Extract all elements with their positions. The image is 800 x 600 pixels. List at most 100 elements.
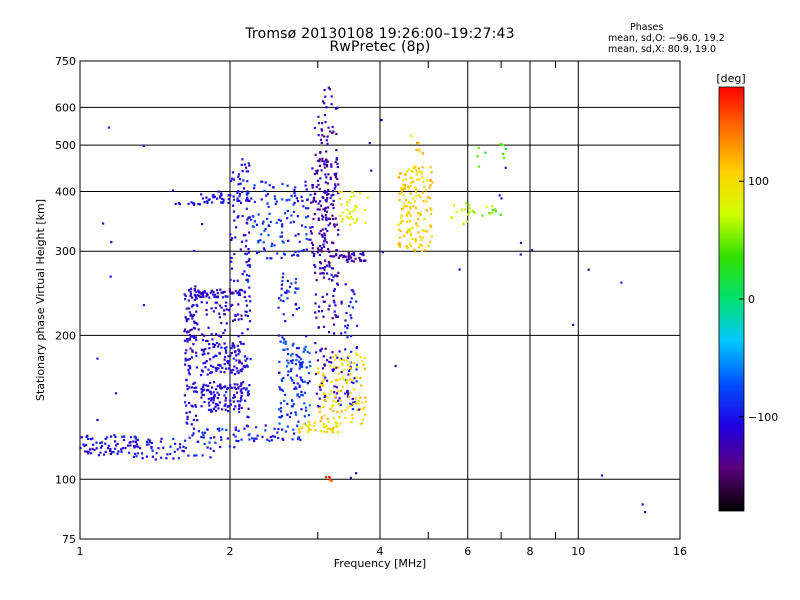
data-point xyxy=(192,432,195,435)
data-point xyxy=(229,194,232,197)
data-point xyxy=(193,454,196,457)
data-point xyxy=(229,304,232,307)
data-point xyxy=(288,415,292,419)
data-point xyxy=(402,179,405,182)
data-point xyxy=(236,197,239,200)
data-point xyxy=(200,435,203,439)
data-point xyxy=(228,288,231,291)
data-point xyxy=(405,214,409,217)
data-point xyxy=(322,372,325,375)
data-point xyxy=(227,201,230,204)
data-point xyxy=(229,369,232,372)
data-point xyxy=(235,367,238,370)
data-point xyxy=(237,348,240,351)
data-point xyxy=(349,476,352,479)
data-point xyxy=(239,361,242,364)
data-point xyxy=(351,210,354,213)
data-point xyxy=(299,362,302,365)
data-point xyxy=(291,344,294,347)
data-point xyxy=(240,240,244,243)
data-point xyxy=(334,274,337,277)
data-point xyxy=(348,304,351,308)
data-point xyxy=(355,219,358,222)
data-point xyxy=(201,389,204,392)
data-point xyxy=(340,410,343,413)
data-point xyxy=(233,408,236,411)
data-point xyxy=(237,371,240,375)
data-point xyxy=(216,385,219,388)
data-point xyxy=(327,420,330,423)
data-point xyxy=(334,174,337,177)
data-point xyxy=(344,348,347,351)
data-point xyxy=(253,220,256,223)
data-point xyxy=(202,393,205,397)
data-point xyxy=(243,355,247,358)
data-point xyxy=(286,374,290,377)
data-point xyxy=(333,385,336,388)
data-point xyxy=(215,388,218,391)
data-point xyxy=(88,448,92,451)
data-point xyxy=(356,354,359,357)
data-point xyxy=(331,368,334,371)
data-point xyxy=(219,370,222,373)
data-point xyxy=(193,321,196,324)
data-point xyxy=(202,348,205,351)
data-point xyxy=(227,367,230,370)
data-point xyxy=(318,305,321,308)
data-point xyxy=(412,180,415,183)
data-point xyxy=(331,217,335,221)
data-point xyxy=(248,320,252,323)
data-point xyxy=(337,183,340,186)
data-point xyxy=(209,371,212,375)
data-point xyxy=(336,162,339,165)
data-point xyxy=(267,234,270,237)
data-point xyxy=(425,209,428,212)
data-point xyxy=(292,403,295,406)
data-point xyxy=(350,253,353,256)
data-point xyxy=(99,446,102,449)
data-point xyxy=(324,189,327,193)
data-point xyxy=(279,340,282,343)
data-point xyxy=(244,252,247,255)
data-point xyxy=(415,222,418,226)
data-point xyxy=(241,158,244,161)
data-point xyxy=(330,163,333,166)
data-point xyxy=(314,200,317,203)
data-point xyxy=(409,206,412,209)
data-point xyxy=(212,356,215,359)
data-point xyxy=(404,184,407,187)
data-point xyxy=(174,442,177,445)
data-point xyxy=(317,183,320,186)
data-point xyxy=(204,366,207,369)
data-point xyxy=(281,182,284,186)
data-point xyxy=(313,126,316,130)
data-point xyxy=(229,233,232,236)
data-point xyxy=(95,441,98,444)
data-point xyxy=(242,234,245,237)
data-point xyxy=(409,232,412,235)
data-point xyxy=(314,153,317,156)
data-point xyxy=(209,390,212,393)
data-point xyxy=(262,241,265,244)
data-point xyxy=(297,436,301,439)
data-point xyxy=(281,276,284,279)
data-point xyxy=(414,167,417,170)
x-axis-label: Frequency [MHz] xyxy=(333,557,427,570)
data-point xyxy=(340,254,343,257)
data-point xyxy=(408,230,411,233)
data-point xyxy=(240,406,243,410)
data-point xyxy=(274,203,277,206)
data-point xyxy=(322,422,325,425)
data-point xyxy=(229,354,232,357)
data-point xyxy=(310,428,313,431)
data-point xyxy=(179,443,182,446)
data-point xyxy=(277,218,280,221)
data-point xyxy=(248,286,251,289)
data-point xyxy=(286,217,289,220)
data-point xyxy=(316,405,319,408)
data-point xyxy=(641,503,644,506)
data-point xyxy=(247,259,250,262)
data-point xyxy=(381,251,384,254)
data-point xyxy=(197,430,200,433)
data-point xyxy=(226,437,229,440)
